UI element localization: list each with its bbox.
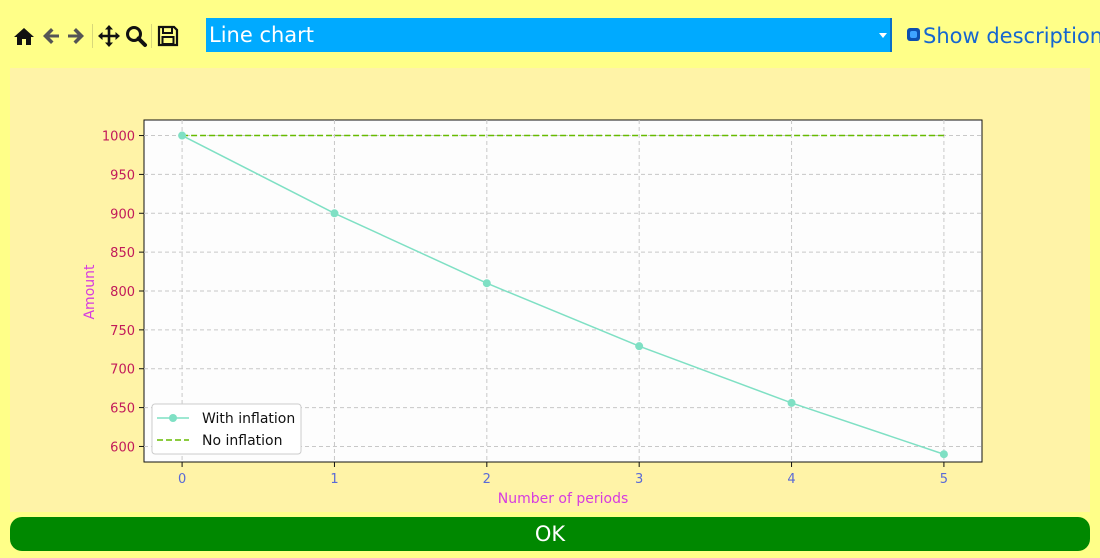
y-tick-label: 800 — [110, 285, 135, 300]
y-axis-label: Amount — [82, 264, 98, 320]
y-tick-label: 850 — [110, 246, 135, 261]
legend-marker-with-inflation — [169, 414, 177, 422]
grid — [144, 120, 982, 462]
series — [178, 131, 948, 459]
y-tick-label: 700 — [110, 363, 135, 378]
data-point-with-inflation — [178, 131, 187, 140]
series-line-with-inflation — [181, 134, 945, 455]
chart-type-select-value: Line chart — [209, 23, 315, 47]
legend: With inflation No inflation — [151, 403, 302, 455]
x-tick-label: 5 — [940, 472, 948, 487]
line-chart: 0 1 2 3 4 5 600 650 700 750 800 850 900 950 1000 Numb… — [82, 119, 983, 507]
chart-panel: 0 1 2 3 4 5 600 650 700 750 800 850 900 950 1000 Numb… — [10, 68, 1090, 512]
toolbar: Line chart Show description — [0, 0, 1100, 70]
y-tick-label: 600 — [110, 440, 135, 455]
y-tick-label: 650 — [110, 402, 135, 417]
data-point-with-inflation — [482, 279, 491, 288]
chart-type-select[interactable]: Line chart — [206, 18, 892, 52]
x-axis-label: Number of periods — [498, 491, 629, 507]
chevron-down-icon — [879, 33, 887, 38]
legend-label-with-inflation: With inflation — [202, 411, 295, 427]
back-arrow-icon[interactable] — [39, 24, 63, 48]
save-icon[interactable] — [156, 24, 180, 48]
x-axis-ticks: 0 1 2 3 4 5 — [178, 462, 948, 487]
data-point-with-inflation — [787, 398, 796, 407]
y-tick-label: 1000 — [102, 130, 135, 145]
zoom-icon[interactable] — [124, 24, 148, 48]
home-icon[interactable] — [12, 24, 36, 48]
checkbox-icon[interactable] — [907, 28, 920, 41]
data-point-with-inflation — [330, 209, 339, 218]
ok-button[interactable]: OK — [10, 517, 1090, 551]
legend-box — [151, 403, 302, 455]
x-tick-label: 1 — [330, 472, 338, 487]
y-tick-label: 750 — [110, 324, 135, 339]
toolbar-separator — [151, 24, 152, 48]
x-tick-label: 2 — [483, 472, 491, 487]
y-tick-label: 900 — [110, 207, 135, 222]
x-tick-label: 0 — [178, 472, 186, 487]
x-tick-label: 4 — [787, 472, 795, 487]
pan-icon[interactable] — [97, 24, 121, 48]
x-tick-label: 3 — [635, 472, 643, 487]
legend-label-no-inflation: No inflation — [202, 433, 282, 449]
toolbar-separator — [92, 24, 93, 48]
data-point-with-inflation — [635, 342, 644, 351]
data-point-with-inflation — [939, 450, 948, 459]
show-description-label: Show description — [923, 24, 1100, 48]
y-axis-ticks: 600 650 700 750 800 850 900 950 1000 — [102, 130, 144, 455]
forward-arrow-icon[interactable] — [64, 24, 88, 48]
y-tick-label: 950 — [110, 168, 135, 183]
